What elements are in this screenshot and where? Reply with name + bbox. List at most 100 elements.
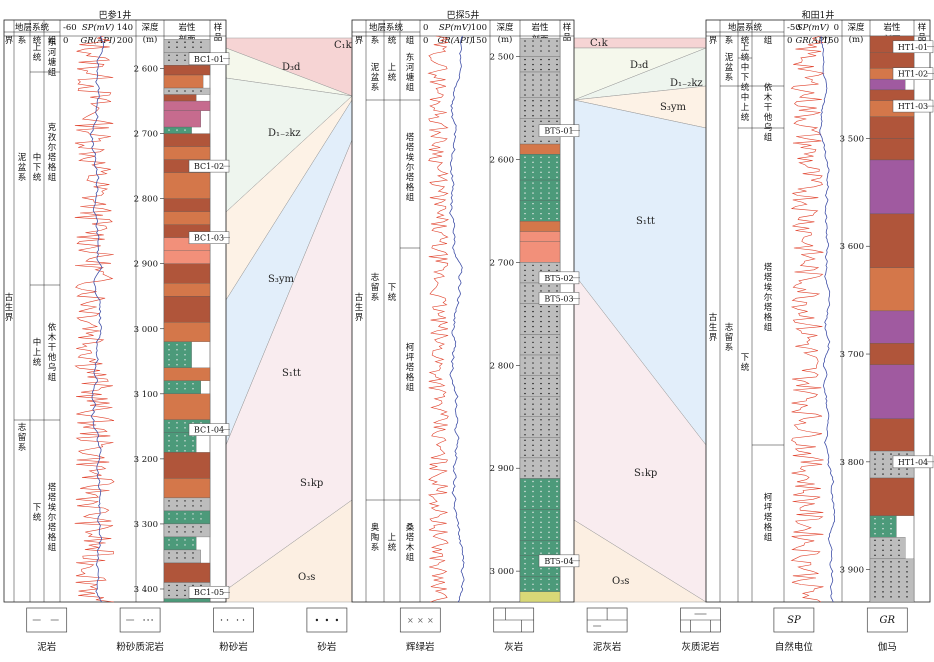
depth-label: 3 000	[134, 325, 158, 335]
gr-max: 150	[471, 36, 487, 46]
lith-bed	[869, 343, 915, 365]
lith-dot	[556, 182, 558, 184]
legend-pattern: ×	[407, 616, 414, 625]
lith-dot	[540, 424, 542, 426]
lith-dot	[184, 349, 186, 351]
lith-dot	[556, 408, 558, 410]
lith-dot	[524, 217, 526, 220]
lith-dot	[874, 539, 876, 542]
lith-dot	[548, 89, 550, 91]
lith-dot	[184, 359, 186, 361]
lith-dot	[532, 434, 534, 436]
lith-dot	[192, 46, 194, 48]
sample-label: HT1-01	[898, 43, 928, 52]
lith-dot	[176, 349, 178, 351]
lith-dot	[556, 176, 558, 179]
lith-dot	[176, 435, 178, 437]
lith-dot	[176, 594, 178, 597]
legend-pattern	[147, 619, 149, 621]
lith-dot	[556, 40, 558, 42]
lith-dot	[540, 500, 542, 503]
lith-dot	[168, 544, 170, 546]
lith-dot	[874, 554, 876, 557]
lith-dot	[882, 533, 884, 535]
lith-dot	[168, 435, 170, 437]
lith-dot	[524, 140, 526, 143]
lith-dot	[890, 566, 892, 568]
lith-dot	[548, 120, 550, 123]
lith-dot	[874, 468, 876, 470]
lith-dot	[200, 518, 202, 520]
lith-dot	[898, 468, 900, 470]
lith-dot	[532, 68, 534, 71]
sp-max: 100	[471, 23, 487, 33]
lith-dot	[524, 187, 526, 189]
lith-dot	[192, 513, 194, 515]
lith-dot	[548, 320, 550, 323]
lith-dot	[540, 552, 542, 554]
lith-bed	[519, 509, 561, 541]
lith-bed	[163, 74, 204, 89]
lith-dot	[192, 518, 194, 520]
unit-label: S₁kp	[634, 468, 657, 479]
header-series: 统	[388, 35, 397, 46]
lith-dot	[532, 115, 534, 117]
legend-pattern: ×	[427, 616, 434, 625]
lith-bed	[163, 452, 211, 479]
lith-dot	[540, 372, 542, 374]
lith-dot	[548, 290, 550, 292]
lith-dot	[532, 362, 534, 364]
lith-dot	[532, 403, 534, 405]
lith-dot	[532, 542, 534, 544]
lith-dot	[192, 584, 194, 587]
legend-label: 砂岩	[317, 641, 336, 653]
lith-dot	[548, 542, 550, 544]
lith-dot	[556, 100, 558, 102]
lith-dot	[176, 344, 178, 346]
lith-dot	[540, 439, 542, 442]
lith-dot	[524, 295, 526, 297]
lith-dot	[556, 429, 558, 431]
lith-dot	[168, 388, 170, 390]
legend-label: 辉绿岩	[406, 641, 435, 653]
lith-dot	[540, 182, 542, 184]
lith-dot	[524, 135, 526, 138]
lith-dot	[168, 531, 170, 533]
lith-dot	[540, 89, 542, 91]
lith-dot	[532, 202, 534, 205]
lith-dot	[548, 202, 550, 205]
series-label: 中上统	[741, 92, 750, 123]
lith-dot	[556, 212, 558, 215]
lith-dot	[540, 392, 542, 395]
lith-dot	[532, 212, 534, 215]
lith-bed	[869, 310, 915, 344]
lith-dot	[556, 110, 558, 112]
lith-dot	[540, 521, 542, 524]
lith-dot	[874, 523, 876, 525]
lith-dot	[540, 176, 542, 179]
lith-dot	[524, 500, 526, 503]
lith-dot	[890, 523, 892, 525]
lith-dot	[556, 68, 558, 71]
lith-dot	[556, 341, 558, 344]
lith-bed	[519, 241, 561, 263]
lith-dot	[540, 197, 542, 199]
lith-dot	[524, 310, 526, 313]
lith-dot	[556, 367, 558, 369]
lith-dot	[540, 285, 542, 287]
lith-dot	[532, 58, 534, 61]
lith-dot	[556, 74, 558, 76]
lith-dot	[540, 536, 542, 539]
legend-label: 泥岩	[37, 641, 56, 653]
lith-dot	[556, 372, 558, 374]
lith-dot	[898, 539, 900, 542]
lith-dot	[882, 544, 884, 547]
lith-dot	[524, 202, 526, 205]
lith-dot	[548, 521, 550, 524]
lith-dot	[524, 120, 526, 123]
lith-dot	[184, 59, 186, 61]
lith-dot	[556, 217, 558, 220]
legend-pattern	[226, 619, 229, 621]
lith-dot	[882, 473, 884, 475]
lith-dot	[540, 351, 542, 354]
